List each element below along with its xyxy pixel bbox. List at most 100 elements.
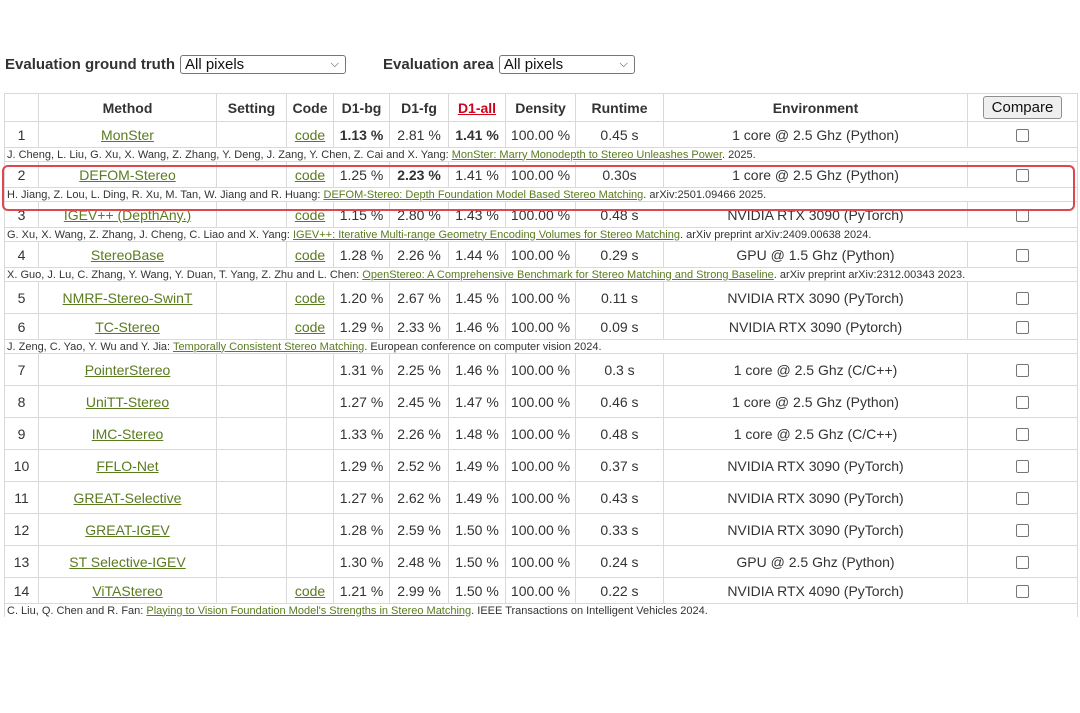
- d1-all-cell: 1.50 %: [448, 545, 506, 578]
- setting-cell: [216, 201, 287, 228]
- method-link[interactable]: FFLO-Net: [96, 457, 159, 474]
- d1-all-cell: 1.43 %: [448, 201, 506, 228]
- evaluation-filters: Evaluation ground truth All pixels ⌵ Eva…: [5, 55, 635, 74]
- runtime-cell: 0.09 s: [575, 313, 664, 340]
- density-cell: 100.00 %: [505, 385, 576, 418]
- compare-cell: [967, 577, 1078, 604]
- citation-cell: J. Zeng, C. Yao, Y. Wu and Y. Jia: Tempo…: [4, 339, 1078, 354]
- method-link[interactable]: DEFOM-Stereo: [79, 166, 176, 183]
- compare-checkbox[interactable]: [1016, 460, 1029, 474]
- d1-all-sort-link[interactable]: D1-all: [457, 99, 497, 116]
- d1-fg-cell: 2.45 %: [389, 385, 449, 418]
- method-link[interactable]: IGEV++ (DepthAny.): [63, 206, 192, 223]
- code-link[interactable]: code: [294, 582, 326, 599]
- environment-cell: 1 core @ 2.5 Ghz (Python): [663, 121, 968, 148]
- d1-fg-cell: 2.81 %: [389, 121, 449, 148]
- compare-checkbox[interactable]: [1016, 292, 1029, 306]
- compare-checkbox[interactable]: [1016, 364, 1029, 378]
- method-cell: GREAT-IGEV: [38, 513, 217, 546]
- environment-cell: NVIDIA RTX 3090 (Pytorch): [663, 313, 968, 340]
- compare-checkbox[interactable]: [1016, 524, 1029, 538]
- method-link[interactable]: ViTAStereo: [92, 582, 163, 599]
- compare-button[interactable]: Compare: [982, 96, 1063, 119]
- density-cell: 100.00 %: [505, 449, 576, 482]
- header-d1-bg[interactable]: D1-bg: [333, 93, 390, 122]
- citation-venue: . arXiv:2501.09466 2025.: [643, 188, 767, 201]
- method-link[interactable]: PointerStereo: [84, 361, 171, 378]
- rank-cell: 9: [4, 417, 39, 450]
- rank-cell: 3: [4, 201, 39, 228]
- runtime-cell: 0.24 s: [575, 545, 664, 578]
- ground-truth-select[interactable]: All pixels ⌵: [180, 55, 346, 74]
- evaluation-area-select[interactable]: All pixels ⌵: [498, 55, 635, 74]
- compare-checkbox[interactable]: [1016, 492, 1029, 506]
- header-setting[interactable]: Setting: [216, 93, 287, 122]
- compare-cell: [967, 417, 1078, 450]
- setting-cell: [216, 241, 287, 268]
- code-link[interactable]: code: [294, 206, 326, 223]
- chevron-down-icon: ⌵: [330, 58, 339, 70]
- citation-paper-link[interactable]: DEFOM-Stereo: Depth Foundation Model Bas…: [323, 188, 644, 201]
- compare-checkbox[interactable]: [1016, 249, 1029, 263]
- citation-paper-link[interactable]: OpenStereo: A Comprehensive Benchmark fo…: [362, 268, 774, 281]
- runtime-cell: 0.3 s: [575, 353, 664, 386]
- method-link[interactable]: ST Selective-IGEV: [69, 553, 186, 570]
- code-link[interactable]: code: [294, 126, 326, 143]
- setting-cell: [216, 313, 287, 340]
- rank-cell: 7: [4, 353, 39, 386]
- d1-bg-cell: 1.21 %: [333, 577, 390, 604]
- code-cell: [286, 449, 334, 482]
- header-code[interactable]: Code: [286, 93, 334, 122]
- header-runtime[interactable]: Runtime: [575, 93, 664, 122]
- rank-cell: 6: [4, 313, 39, 340]
- method-link[interactable]: MonSter: [101, 126, 154, 143]
- header-method[interactable]: Method: [38, 93, 217, 122]
- compare-checkbox[interactable]: [1016, 396, 1029, 410]
- method-cell: UniTT-Stereo: [38, 385, 217, 418]
- compare-checkbox[interactable]: [1016, 169, 1029, 183]
- header-density[interactable]: Density: [505, 93, 576, 122]
- compare-checkbox[interactable]: [1016, 428, 1029, 442]
- method-link[interactable]: UniTT-Stereo: [85, 393, 170, 410]
- d1-fg-cell: 2.80 %: [389, 201, 449, 228]
- code-link[interactable]: code: [294, 289, 326, 306]
- density-cell: 100.00 %: [505, 241, 576, 268]
- d1-all-cell: 1.41 %: [448, 161, 506, 188]
- d1-bg-cell: 1.27 %: [333, 385, 390, 418]
- method-link[interactable]: GREAT-IGEV: [85, 521, 170, 538]
- header-environment[interactable]: Environment: [663, 93, 968, 122]
- rank-cell: 1: [4, 121, 39, 148]
- compare-checkbox[interactable]: [1016, 585, 1029, 599]
- table-row: 2 DEFOM-Stereo code 1.25 % 2.23 % 1.41 % 100.0…: [4, 161, 1078, 188]
- table-row: 14 ViTAStereo code 1.21 % 2.99 % 1.50 % 100.00…: [4, 577, 1078, 604]
- method-link[interactable]: StereoBase: [90, 246, 165, 263]
- method-cell: StereoBase: [38, 241, 217, 268]
- d1-bg-cell: 1.27 %: [333, 481, 390, 514]
- code-cell: code: [286, 577, 334, 604]
- code-link[interactable]: code: [294, 166, 326, 183]
- setting-cell: [216, 481, 287, 514]
- citation-paper-link[interactable]: IGEV++: Iterative Multi-range Geometry E…: [292, 228, 680, 241]
- compare-checkbox[interactable]: [1016, 209, 1029, 223]
- compare-cell: [967, 241, 1078, 268]
- method-link[interactable]: TC-Stereo: [95, 318, 160, 335]
- citation-authors: J. Zeng, C. Yao, Y. Wu and Y. Jia:: [7, 340, 173, 353]
- evaluation-area-label: Evaluation area: [383, 56, 494, 73]
- header-d1-all[interactable]: D1-all: [448, 93, 506, 122]
- compare-cell: [967, 201, 1078, 228]
- citation-paper-link[interactable]: Temporally Consistent Stereo Matching: [172, 340, 365, 353]
- method-link[interactable]: NMRF-Stereo-SwinT: [62, 289, 193, 306]
- method-link[interactable]: IMC-Stereo: [91, 425, 164, 442]
- compare-checkbox[interactable]: [1016, 321, 1029, 335]
- code-link[interactable]: code: [294, 318, 326, 335]
- compare-checkbox[interactable]: [1016, 556, 1029, 570]
- method-link[interactable]: GREAT-Selective: [73, 489, 182, 506]
- code-link[interactable]: code: [294, 246, 326, 263]
- citation-paper-link[interactable]: MonSter: Marry Monodepth to Stereo Unlea…: [451, 148, 722, 161]
- environment-cell: GPU @ 1.5 Ghz (Python): [663, 241, 968, 268]
- compare-checkbox[interactable]: [1016, 129, 1029, 143]
- d1-fg-cell: 2.25 %: [389, 353, 449, 386]
- citation-paper-link[interactable]: Playing to Vision Foundation Model's Str…: [146, 604, 472, 617]
- header-d1-fg[interactable]: D1-fg: [389, 93, 449, 122]
- d1-bg-cell: 1.31 %: [333, 353, 390, 386]
